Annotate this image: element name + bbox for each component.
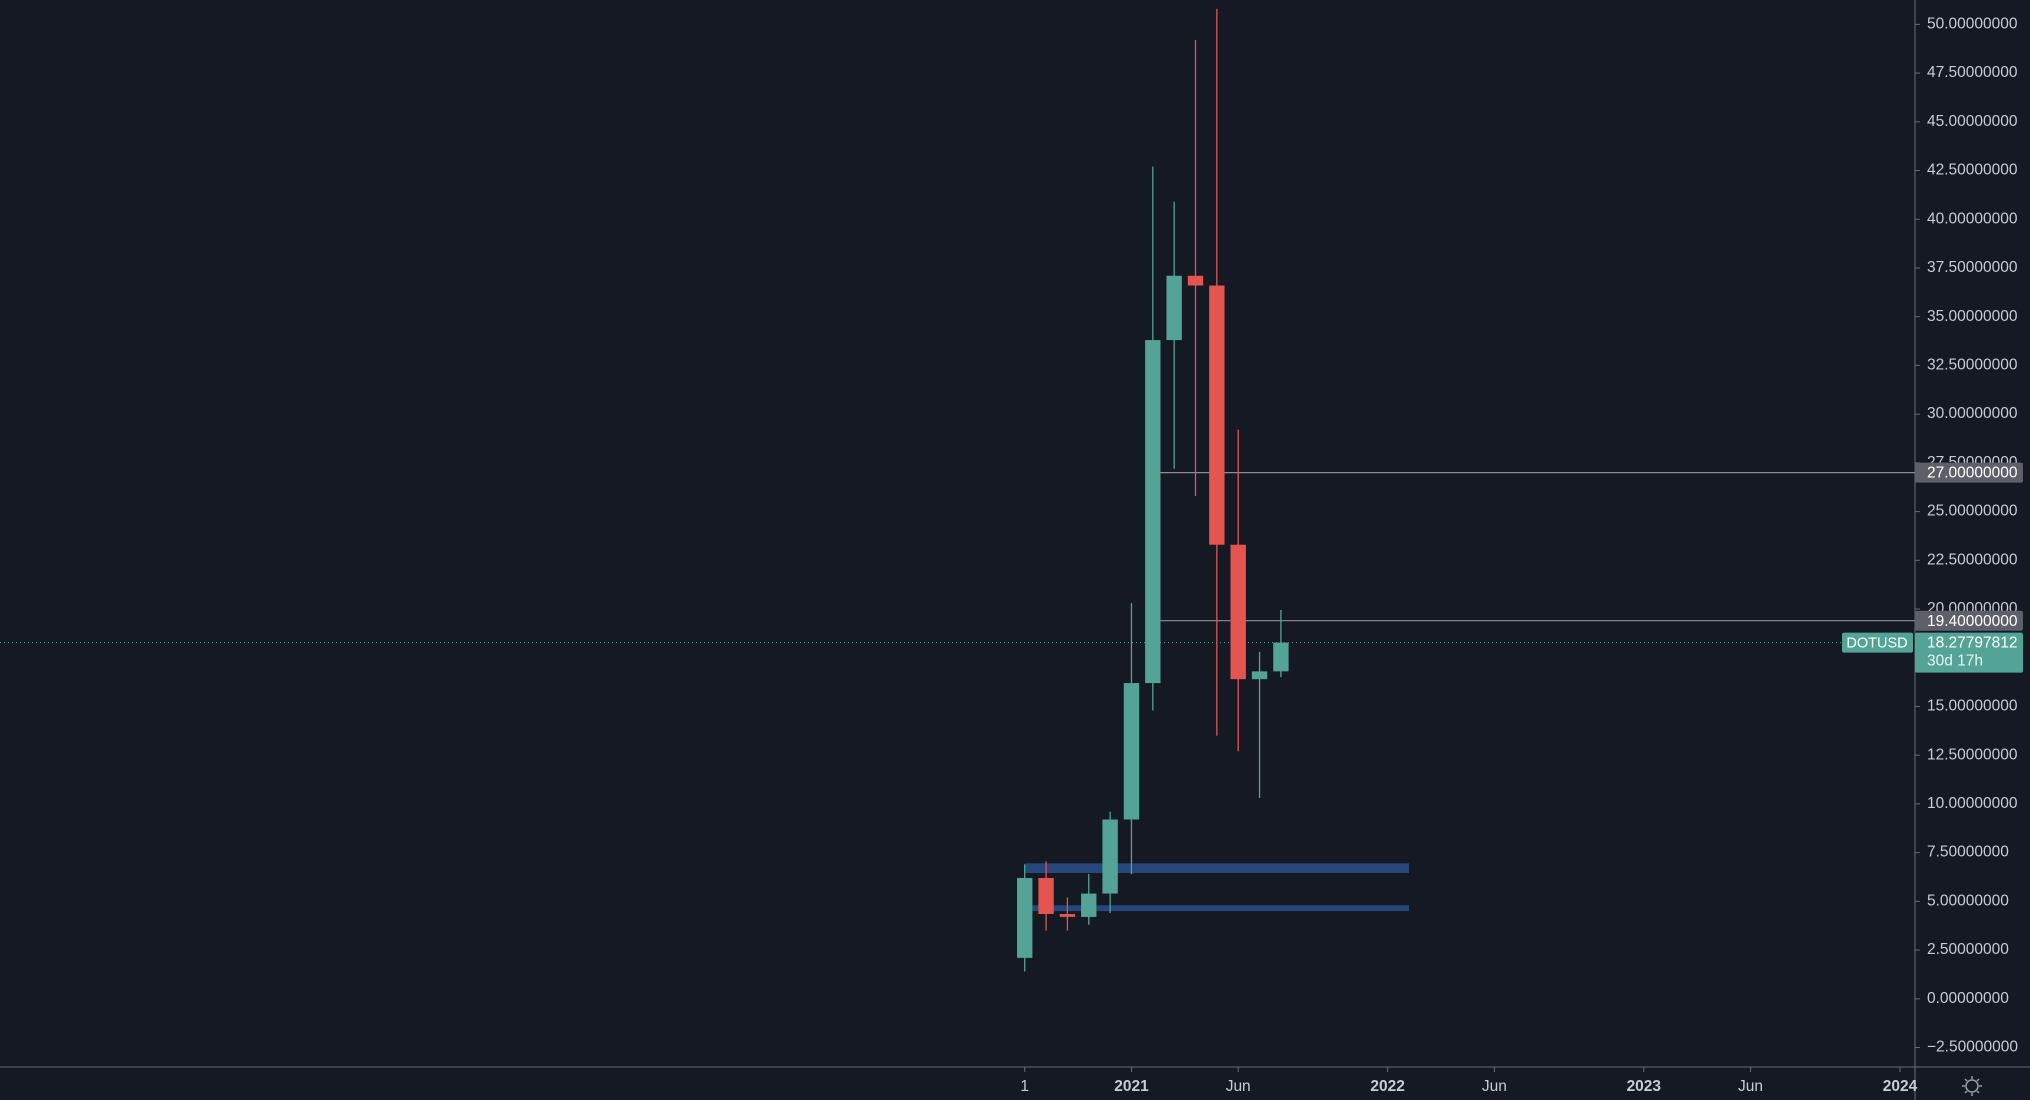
y-tick-label: 10.00000000 <box>1927 795 2018 812</box>
x-tick-label: Jun <box>1226 1078 1251 1095</box>
y-tick-label: 50.00000000 <box>1927 15 2018 32</box>
settings-icon-rays <box>1962 1076 1982 1096</box>
candle-body <box>1059 914 1076 917</box>
candle-body <box>1209 285 1225 545</box>
candle-body <box>1038 877 1054 915</box>
y-tick-label: 40.00000000 <box>1927 210 2018 227</box>
candle-body <box>1017 877 1033 958</box>
y-tick-label: 0.00000000 <box>1927 990 2009 1007</box>
y-tick-label: 45.00000000 <box>1927 113 2018 130</box>
level-label: 27.00000000 <box>1927 465 2018 482</box>
x-tick-label: 1 <box>1020 1078 1029 1095</box>
x-tick-label: Jun <box>1738 1078 1763 1095</box>
x-tick-label: 2024 <box>1883 1078 1918 1095</box>
y-tick-label: 32.50000000 <box>1927 357 2018 374</box>
symbol-label-box <box>1842 632 1913 653</box>
y-tick-label: 35.00000000 <box>1927 308 2018 325</box>
level-label: 19.40000000 <box>1927 613 2018 630</box>
y-tick-label: 30.00000000 <box>1927 405 2018 422</box>
zone <box>1024 905 1409 912</box>
candle-body <box>1230 544 1246 680</box>
last-price-label: 18.27797812 <box>1927 635 2018 652</box>
x-tick-label: 2021 <box>1114 1078 1149 1095</box>
y-tick-label: 22.50000000 <box>1927 551 2018 568</box>
y-tick-label: 5.00000000 <box>1927 892 2009 909</box>
settings-icon[interactable] <box>1962 1076 1982 1096</box>
x-tick-label: Jun <box>1482 1078 1507 1095</box>
candle-body <box>1251 671 1268 680</box>
symbol-label: DOTUSD <box>1846 635 1907 651</box>
level-label-box <box>1915 462 2023 483</box>
candle-body <box>1123 683 1140 820</box>
y-tick-label: 7.50000000 <box>1927 844 2009 861</box>
candle-body <box>1273 642 1289 672</box>
candle-body <box>1166 275 1182 341</box>
candle-body <box>1102 819 1118 894</box>
y-tick-label: 25.00000000 <box>1927 503 2018 520</box>
y-tick-label: 15.00000000 <box>1927 698 2018 715</box>
x-tick-label: 2023 <box>1627 1078 1662 1095</box>
y-tick-label: 47.50000000 <box>1927 64 2018 81</box>
countdown-label: 30d 17h <box>1927 653 1983 670</box>
zone <box>1024 863 1409 874</box>
candle-body <box>1145 340 1161 684</box>
y-tick-label: 12.50000000 <box>1927 746 2018 763</box>
y-tick-label: 37.50000000 <box>1927 259 2018 276</box>
level-label-box <box>1915 610 2023 631</box>
last-price-box <box>1915 632 2023 673</box>
x-tick-label: 2022 <box>1370 1078 1404 1095</box>
candle-body <box>1081 893 1097 917</box>
y-tick-label: −2.50000000 <box>1927 1039 2018 1056</box>
candle-body <box>1187 275 1204 286</box>
settings-icon-circle <box>1965 1079 1979 1093</box>
y-tick-label: 2.50000000 <box>1927 941 2009 958</box>
y-tick-label: 42.50000000 <box>1927 162 2018 179</box>
